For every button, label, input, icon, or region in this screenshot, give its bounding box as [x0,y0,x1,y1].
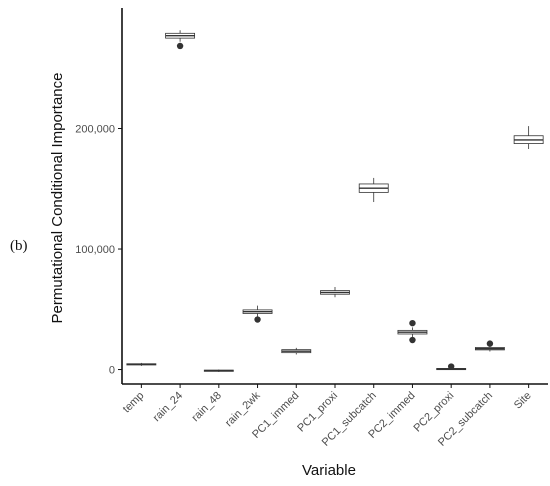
y-axis-title: Permutational Conditional Importance [49,73,66,324]
plot-area: 0 100,000 200,000 temp rain_24 rain_48 rain_2w… [75,8,548,449]
outlier-point [447,363,455,370]
outlier-point [486,340,494,347]
y-tick-label: 200,000 [75,124,115,136]
outlier-point [254,316,261,323]
y-tick-label: 0 [109,365,115,377]
panel-label: (b) [10,238,28,254]
x-tick-label: rain_2wk [223,389,263,429]
y-tick-label: 100,000 [75,244,115,256]
x-tick-label: temp [121,390,147,416]
outlier-point [409,336,416,344]
outlier-point [176,42,184,50]
outlier-point [409,319,416,327]
x-tick-label: rain_48 [190,390,224,424]
x-tick-label: Site [512,390,534,412]
x-tick-label: rain_24 [151,390,185,424]
x-axis-title: Variable [302,462,356,479]
